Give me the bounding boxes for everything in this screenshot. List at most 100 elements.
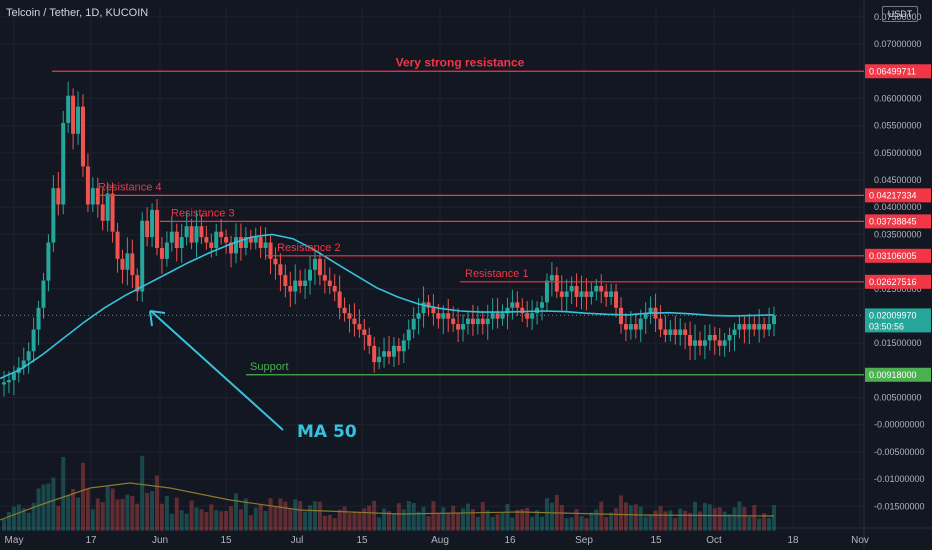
volume-bar: [105, 486, 110, 531]
level-label: Resistance 1: [465, 268, 529, 280]
candle-body: [387, 351, 391, 357]
currency-button[interactable]: USDT: [882, 6, 918, 22]
volume-bar: [110, 488, 115, 531]
volume-bar: [209, 504, 214, 531]
candle-body: [658, 318, 663, 330]
volume-bar: [510, 517, 515, 531]
candle-body: [673, 329, 678, 335]
candle-body: [61, 122, 66, 205]
candle-body: [233, 237, 238, 254]
candle-body: [229, 242, 234, 254]
candle-body: [772, 315, 776, 325]
volume-bar: [229, 506, 234, 531]
volume-bar: [702, 502, 707, 531]
volume-bar: [451, 505, 456, 531]
volume-bar: [594, 509, 599, 531]
volume-bar: [372, 500, 377, 531]
candle-body: [456, 324, 461, 330]
volume-bar: [673, 517, 678, 531]
candle-body: [66, 95, 71, 123]
volume-bar: [446, 513, 451, 531]
volume-bar: [248, 515, 253, 531]
level-price-tag: [865, 188, 931, 203]
candle-body: [308, 269, 313, 281]
y-tick-label: 0.07500000: [874, 12, 922, 22]
volume-bar: [135, 503, 140, 531]
volume-bar: [441, 507, 446, 531]
volume-bar: [465, 503, 470, 531]
candle-body: [179, 237, 184, 248]
candle-body: [564, 291, 569, 297]
volume-bar: [61, 456, 66, 531]
volume-bar: [559, 505, 564, 531]
volume-bar: [431, 501, 436, 531]
volume-bar: [599, 501, 604, 531]
x-tick-label: Aug: [431, 535, 449, 546]
volume-bar: [2, 518, 6, 531]
volume-bar: [26, 512, 31, 531]
volume-bar: [406, 501, 411, 531]
candle-body: [757, 324, 762, 330]
volume-bar: [470, 509, 475, 531]
candle-body: [337, 291, 342, 308]
volume-bar: [332, 518, 337, 531]
candle-body: [248, 237, 253, 243]
x-tick-label: 15: [220, 535, 232, 546]
candle-body: [401, 340, 406, 352]
candle-body: [56, 188, 61, 205]
candle-body: [347, 313, 352, 319]
last-price-text: 0.02009970: [869, 310, 917, 320]
volume-bar: [772, 505, 776, 531]
candle-body: [767, 324, 772, 330]
volume-bar: [6, 511, 11, 531]
volume-bar: [628, 505, 633, 531]
candle-body: [579, 291, 584, 297]
volume-bar: [436, 512, 441, 531]
candle-body: [71, 95, 76, 134]
volume-bar: [564, 518, 569, 531]
volume-bar: [243, 498, 248, 531]
candle-body: [470, 318, 475, 325]
candle-body: [549, 275, 554, 281]
volume-bar: [268, 498, 273, 531]
volume-bar: [303, 511, 308, 531]
candle-body: [372, 345, 377, 363]
candle-body: [421, 302, 426, 314]
volume-bar: [41, 484, 46, 531]
candle-body: [569, 286, 574, 292]
candle-body: [26, 351, 31, 361]
candle-body: [125, 253, 130, 270]
candle-body: [357, 324, 362, 330]
volume-bar: [401, 509, 406, 531]
volume-bar: [584, 518, 589, 531]
volume-bar: [623, 502, 628, 531]
candle-body: [238, 237, 243, 248]
volume-bar: [352, 511, 357, 531]
candle-body: [209, 242, 214, 248]
volume-bar: [693, 501, 698, 531]
volume-bar: [678, 508, 683, 531]
candle-body: [628, 324, 633, 330]
volume-bar: [194, 507, 199, 531]
candle-body: [712, 334, 717, 341]
candle-body: [189, 226, 194, 243]
candle-body: [411, 318, 416, 330]
volume-bar: [337, 509, 342, 531]
volume-bar: [100, 502, 105, 531]
candle-body: [145, 220, 150, 238]
volume-bar: [21, 508, 26, 531]
candle-body: [520, 307, 525, 314]
volume-bar: [732, 507, 737, 531]
candle-body: [446, 313, 451, 319]
countdown-text: 03:50:56: [869, 321, 904, 331]
volume-bar: [298, 501, 303, 531]
candle-body: [599, 286, 604, 292]
volume-bar: [189, 500, 194, 531]
level-price-tag: [865, 367, 931, 382]
candle-body: [367, 334, 372, 346]
volume-bar: [377, 517, 382, 531]
volume-bar: [633, 504, 638, 531]
